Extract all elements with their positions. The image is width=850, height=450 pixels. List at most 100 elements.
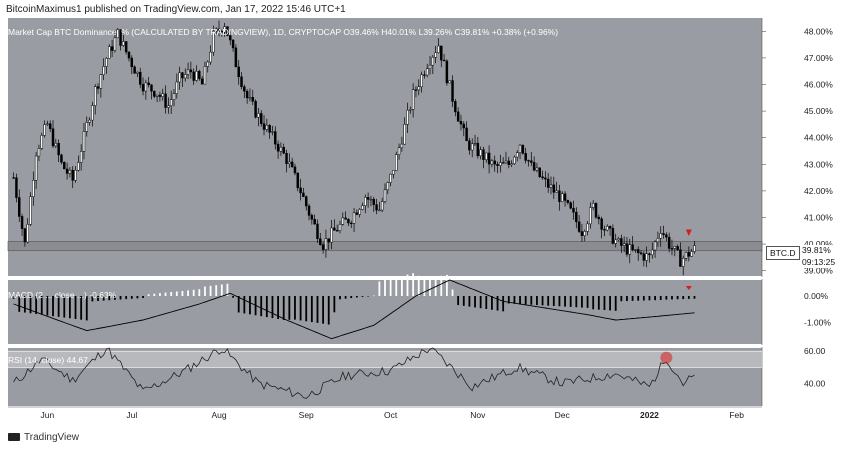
- candle-body: [358, 209, 361, 215]
- candle-body: [670, 248, 674, 250]
- price-axis-label: 44.00%: [804, 133, 833, 143]
- candle-body: [493, 160, 496, 165]
- candle-body: [608, 226, 612, 229]
- macd-legend-value: -0.63%: [89, 290, 117, 300]
- macd-histogram-bar: [18, 296, 21, 312]
- macd-histogram-bar: [355, 296, 358, 298]
- macd-histogram-bar: [440, 275, 443, 296]
- footer-brand[interactable]: TradingView: [8, 432, 79, 443]
- candle-body: [456, 111, 460, 122]
- candle-body: [262, 123, 266, 130]
- candle-body: [333, 227, 336, 231]
- candle-body: [558, 190, 561, 202]
- macd-histogram-bar: [614, 296, 617, 311]
- macd-histogram-bar: [519, 296, 521, 305]
- candle-body: [372, 198, 375, 205]
- candle-body: [375, 204, 378, 211]
- candle-body: [622, 243, 626, 246]
- candle-body: [642, 253, 646, 261]
- macd-histogram-bar: [530, 296, 533, 305]
- candle-body: [124, 41, 128, 53]
- candle-body: [206, 61, 209, 67]
- candle-body: [243, 86, 246, 92]
- candle-body: [653, 241, 657, 251]
- candle-body: [229, 35, 232, 41]
- candle-body: [245, 90, 249, 99]
- candle-body: [40, 135, 43, 149]
- macd-histogram-bar: [609, 296, 611, 311]
- candle-body: [153, 90, 156, 97]
- candle-body: [77, 162, 80, 171]
- candle-body: [158, 94, 162, 97]
- candle-body: [541, 176, 544, 179]
- candle-body: [431, 57, 435, 66]
- macd-histogram-bar: [23, 296, 26, 313]
- candle-body: [572, 207, 575, 213]
- macd-histogram-bar: [102, 296, 105, 301]
- macd-legend-text: (2 ... close ...): [35, 290, 87, 300]
- candle-body: [282, 146, 285, 154]
- macd-histogram-bar: [468, 296, 471, 307]
- candle-body: [99, 74, 103, 89]
- macd-histogram-bar: [395, 277, 398, 296]
- candle-body: [631, 244, 634, 250]
- candle-body: [178, 72, 181, 83]
- candle-body: [144, 82, 148, 92]
- macd-histogram-bar: [226, 283, 229, 296]
- macd-histogram-bar: [547, 296, 550, 306]
- candle-body: [350, 222, 353, 225]
- candle-body: [46, 123, 49, 125]
- candle-body: [496, 163, 499, 166]
- candle-body: [192, 71, 195, 81]
- price-axis-label: 41.00%: [804, 212, 833, 222]
- corner-mark: 1(4: [786, 46, 798, 55]
- macd-histogram-bar: [637, 296, 640, 301]
- candle-body: [684, 252, 688, 259]
- macd-histogram-bar: [389, 278, 392, 296]
- candle-body: [276, 143, 280, 152]
- macd-histogram-bar: [491, 296, 493, 310]
- macd-histogram-bar: [423, 278, 426, 296]
- candle-body: [164, 93, 167, 108]
- candle-body: [448, 80, 451, 84]
- candle-body: [271, 131, 274, 133]
- candle-body: [108, 46, 111, 59]
- candle-body: [184, 74, 187, 79]
- candle-body: [302, 192, 305, 197]
- candle-body: [296, 172, 300, 189]
- macd-histogram-bar: [294, 296, 296, 320]
- candle-body: [203, 66, 207, 85]
- chart-area[interactable]: 48.00% 47.00% 46.00% 45.00% 44.00% 43.00% 42.0…: [0, 18, 850, 430]
- time-axis-label: Sep: [299, 410, 314, 420]
- macd-histogram-bar: [474, 296, 476, 308]
- macd-histogram-bar: [170, 292, 173, 296]
- candle-body: [85, 122, 89, 132]
- macd-histogram-bar: [400, 275, 403, 296]
- candle-body: [673, 246, 677, 249]
- macd-histogram-bar: [80, 296, 83, 320]
- macd-histogram-bar: [322, 296, 325, 324]
- candle-body: [116, 29, 119, 39]
- price-marker-triangle: [685, 229, 692, 237]
- rsi-legend-params: (14, close): [24, 355, 65, 365]
- macd-legend: MACD (2 ... close ...) -0.63%: [8, 290, 116, 300]
- candle-body: [507, 160, 511, 165]
- macd-histogram-bar: [406, 274, 409, 296]
- candle-body: [161, 93, 164, 97]
- candle-body: [645, 253, 648, 261]
- macd-histogram-bar: [119, 296, 122, 300]
- candle-body: [169, 99, 173, 107]
- candle-body: [628, 244, 631, 255]
- macd-histogram-bar: [642, 296, 645, 301]
- countdown-tag: 09:13:25: [800, 257, 838, 268]
- candle-body: [198, 71, 201, 80]
- candle-body: [200, 78, 204, 85]
- candle-body: [223, 26, 226, 33]
- chart-svg[interactable]: 48.00% 47.00% 46.00% 45.00% 44.00% 43.00% 42.0…: [0, 18, 850, 430]
- candle-body: [552, 184, 556, 193]
- candle-body: [48, 123, 52, 129]
- candle-body: [482, 149, 485, 160]
- macd-histogram-bar: [327, 296, 330, 325]
- macd-histogram-bar: [243, 296, 246, 314]
- macd-histogram-bar: [597, 296, 600, 310]
